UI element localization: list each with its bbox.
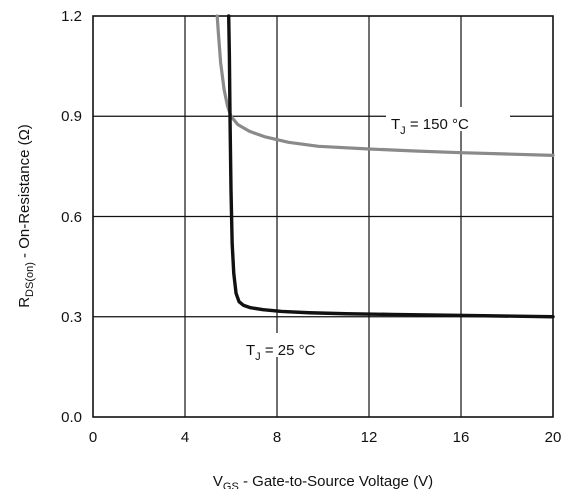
x-axis-label-sub: GS: [223, 481, 239, 489]
series-line-150c: [215, 14, 555, 157]
x-tick-label: 8: [273, 429, 281, 446]
annotation-150c-rest: = 150 °C: [406, 116, 469, 133]
series-group: [215, 14, 555, 319]
series-line-25c: [227, 14, 555, 319]
x-axis-tick-labels: 0 4 8 12 16 20: [89, 429, 562, 446]
x-tick-label: 20: [545, 429, 562, 446]
x-tick-label: 0: [89, 429, 97, 446]
annotation-background-25: [241, 333, 341, 357]
annotation-25c-sub: J: [255, 351, 261, 363]
x-axis-label: VGS - Gate-to-Source Voltage (V): [213, 473, 433, 489]
annotation-25c-main: T: [246, 342, 255, 359]
y-tick-label: 0.9: [61, 108, 82, 125]
annotation-background-150: [386, 107, 510, 131]
annotation-150c: TJ = 150 °C: [391, 116, 469, 137]
y-tick-label: 0.3: [61, 309, 82, 326]
annotation-150c-sub: J: [400, 125, 406, 137]
y-axis-label-sub: DS(on): [24, 262, 36, 297]
annotations-group: TJ = 150 °C TJ = 25 °C: [241, 107, 510, 363]
grid-group: [93, 16, 553, 417]
y-tick-label: 0.0: [61, 409, 82, 426]
y-tick-label: 1.2: [61, 8, 82, 25]
x-axis-label-rest: - Gate-to-Source Voltage (V): [239, 473, 433, 489]
plot-frame: [92, 15, 554, 418]
annotation-150c-main: T: [391, 116, 400, 133]
y-tick-label: 0.6: [61, 209, 82, 226]
x-axis-label-main: V: [213, 473, 223, 489]
y-axis-tick-labels: 0.0 0.3 0.6 0.9 1.2: [61, 8, 82, 426]
y-axis-label-rest: - On-Resistance (Ω): [16, 124, 33, 262]
annotation-25c-rest: = 25 °C: [261, 342, 316, 359]
x-tick-label: 16: [453, 429, 470, 446]
annotation-25c: TJ = 25 °C: [246, 342, 316, 363]
y-axis-label: RDS(on) - On-Resistance (Ω): [16, 124, 36, 308]
x-tick-label: 4: [181, 429, 189, 446]
x-tick-label: 12: [361, 429, 378, 446]
y-axis-label-main: R: [16, 297, 33, 308]
